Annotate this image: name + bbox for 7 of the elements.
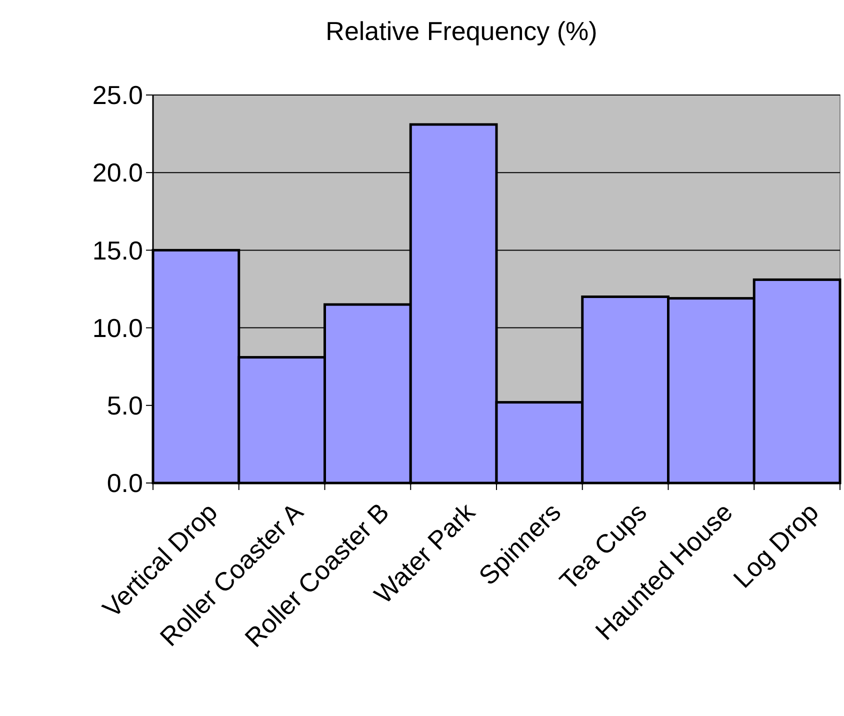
y-tick-label: 10.0 [92,312,143,343]
y-tick-label: 25.0 [92,80,143,110]
y-tick-label: 15.0 [92,235,143,266]
y-tick-label: 5.0 [106,390,143,420]
y-tick-label: 20.0 [92,158,143,188]
chart-title: Relative Frequency (%) [326,16,598,46]
y-tick-label: 0.0 [106,468,143,498]
